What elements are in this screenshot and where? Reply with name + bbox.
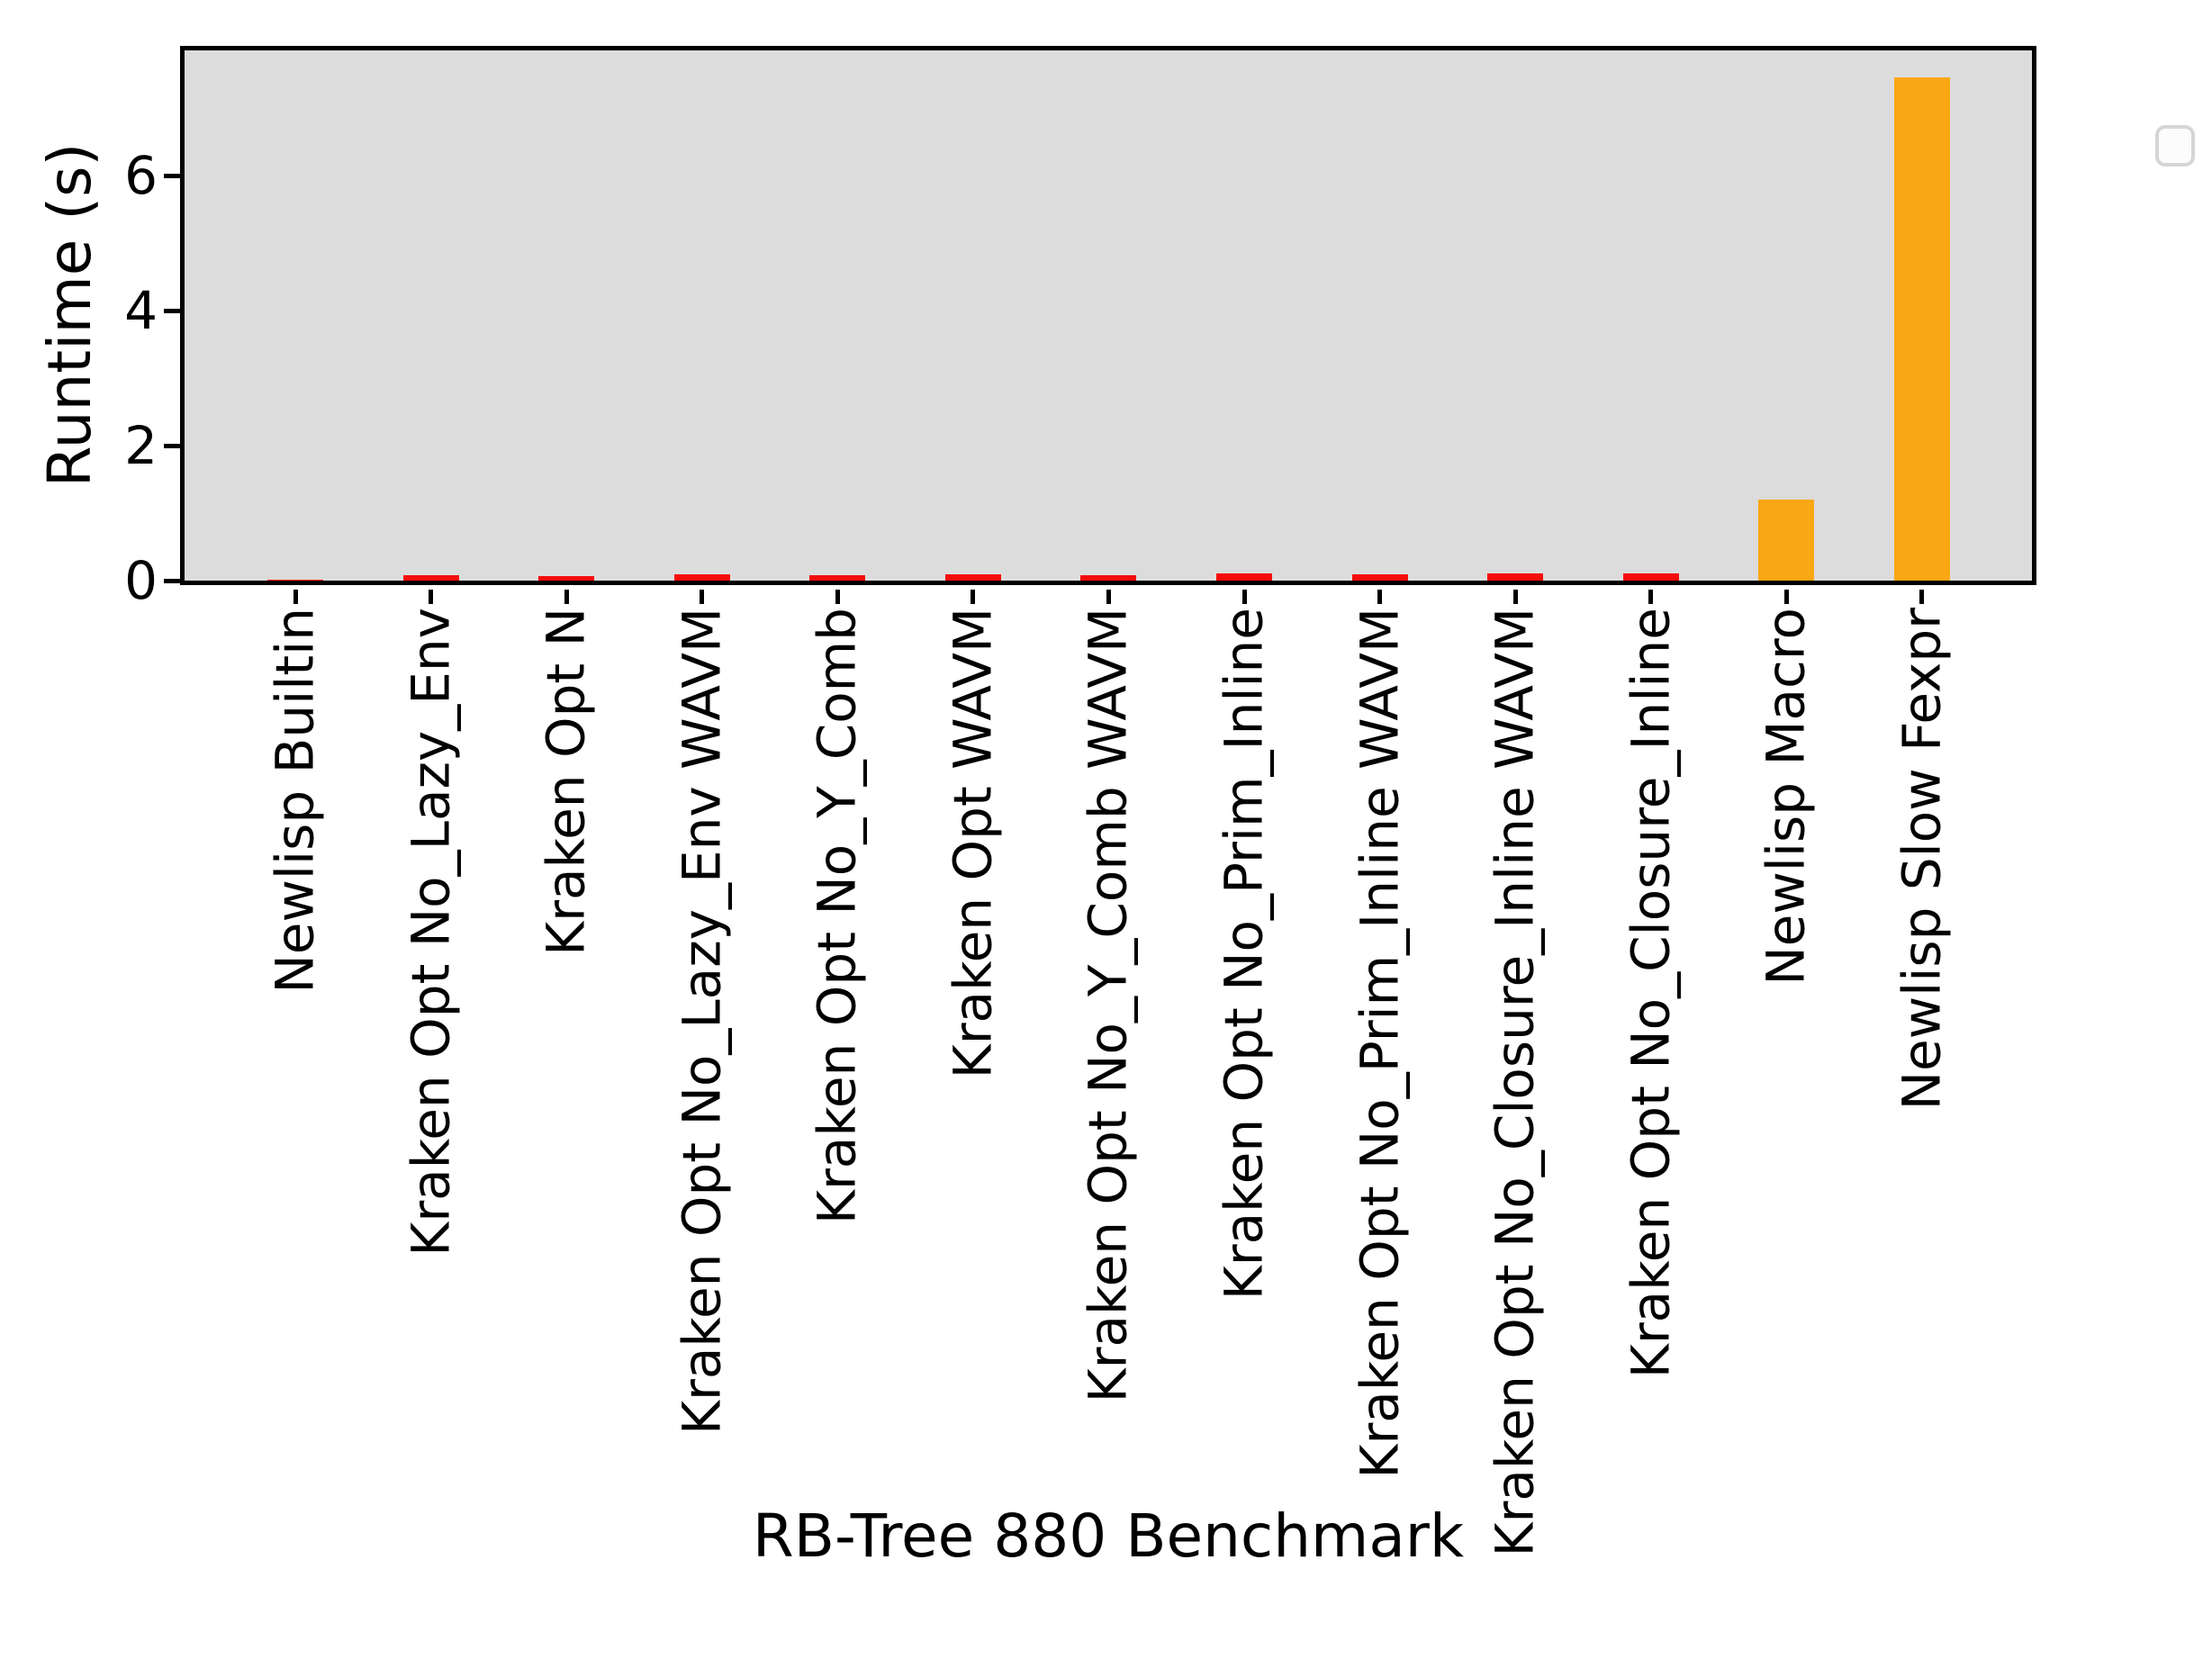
y-axis-label: Runtime (s) — [35, 142, 104, 488]
legend-box — [2155, 125, 2195, 167]
x-tick-label-0: Newlisp Builtin — [264, 608, 326, 994]
bar-4 — [809, 575, 866, 581]
y-tick-3 — [164, 173, 180, 178]
bar-8 — [1351, 573, 1408, 581]
bar-1 — [402, 575, 459, 581]
x-tick-label-9: Kraken Opt No_Closure_Inline WAVM — [1484, 608, 1546, 1557]
y-tick-label-3: 6 — [124, 145, 158, 206]
x-tick-10 — [1648, 590, 1654, 604]
bar-7 — [1216, 573, 1273, 581]
x-tick-label-11: Newlisp Macro — [1756, 608, 1818, 986]
x-tick-label-12: Newlisp Slow Fexpr — [1891, 608, 1953, 1111]
x-tick-label-4: Kraken Opt No_Y_Comb — [806, 608, 868, 1225]
bar-10 — [1622, 573, 1679, 581]
bar-3 — [673, 574, 730, 581]
x-tick-label-2: Kraken Opt N — [535, 608, 597, 956]
x-tick-11 — [1783, 590, 1789, 604]
x-axis-label: RB-Tree 880 Benchmark — [752, 1501, 1465, 1571]
x-tick-label-8: Kraken Opt No_Prim_Inline WAVM — [1349, 608, 1411, 1479]
x-tick-7 — [1241, 590, 1247, 604]
bar-0 — [267, 580, 323, 581]
plot-area — [180, 46, 2195, 585]
y-tick-0 — [164, 578, 180, 583]
bar-9 — [1487, 573, 1544, 581]
x-tick-3 — [700, 590, 705, 604]
bar-12 — [1893, 77, 1950, 581]
x-tick-label-1: Kraken Opt No_Lazy_Env — [400, 608, 462, 1257]
x-tick-label-3: Kraken Opt No_Lazy_Env WAVM — [671, 608, 733, 1435]
x-tick-8 — [1377, 590, 1383, 604]
y-tick-label-1: 2 — [124, 415, 158, 476]
x-tick-0 — [293, 590, 298, 604]
y-tick-2 — [164, 308, 180, 313]
x-tick-label-7: Kraken Opt No_Prim_Inline — [1213, 608, 1275, 1301]
x-tick-label-5: Kraken Opt WAVM — [942, 608, 1004, 1079]
bar-5 — [944, 574, 1001, 581]
bar-2 — [538, 575, 595, 581]
x-tick-1 — [429, 590, 434, 604]
x-tick-2 — [564, 590, 569, 604]
x-tick-12 — [1919, 590, 1925, 604]
bar-6 — [1080, 574, 1137, 581]
y-tick-label-2: 4 — [124, 280, 158, 341]
x-tick-4 — [835, 590, 840, 604]
x-tick-9 — [1512, 590, 1518, 604]
x-tick-6 — [1106, 590, 1111, 604]
x-tick-5 — [971, 590, 976, 604]
x-tick-label-6: Kraken Opt No_Y_Comb WAVM — [1078, 608, 1140, 1403]
y-tick-label-0: 0 — [124, 550, 158, 611]
y-tick-1 — [164, 443, 180, 448]
bar-11 — [1758, 500, 1815, 581]
x-tick-label-10: Kraken Opt No_Closure_Inline — [1620, 608, 1682, 1379]
